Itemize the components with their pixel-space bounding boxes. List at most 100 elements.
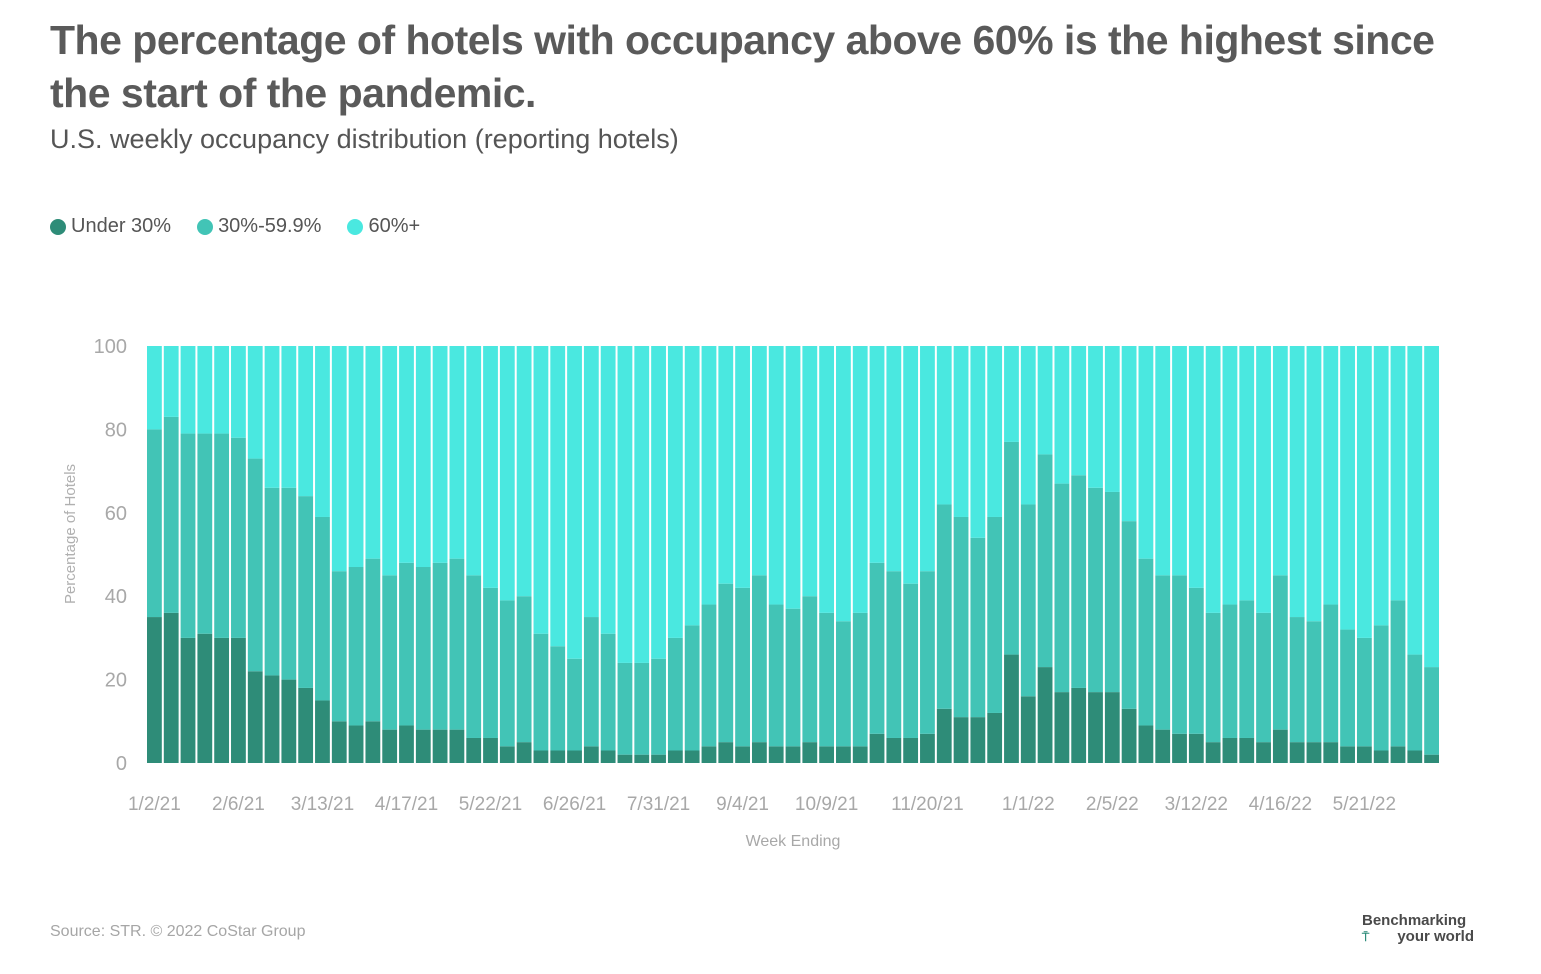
bar-segment-under-30 <box>852 746 868 763</box>
bar-segment-60 <box>247 346 263 459</box>
legend: Under 30% 30%-59.9% 60%+ <box>50 215 446 238</box>
bar-segment-30-59-9 <box>920 571 935 734</box>
y-tick-label: 80 <box>105 419 127 441</box>
bar-segment-30-59-9 <box>1373 625 1389 751</box>
bar-segment-60 <box>1054 346 1070 484</box>
bar-segment-under-30 <box>617 754 633 763</box>
bar-segment-60 <box>516 346 532 597</box>
bar-segment-60 <box>231 346 246 438</box>
bar-segment-under-30 <box>718 742 734 763</box>
bar-segment-60 <box>298 346 314 497</box>
bar-segment-60 <box>751 346 767 576</box>
bar-segment-30-59-9 <box>617 662 633 755</box>
bar-segment-60 <box>1004 346 1019 442</box>
bar-segment-30-59-9 <box>1356 637 1372 747</box>
x-tick-label: 4/16/22 <box>1249 794 1312 815</box>
legend-item-60-plus: 60%+ <box>347 215 420 238</box>
bar-segment-under-30 <box>516 742 532 763</box>
bar-segment-60 <box>1205 346 1221 613</box>
bar-segment-30-59-9 <box>1239 600 1255 738</box>
bar-segment-under-30 <box>1205 742 1221 763</box>
bar-segment-60 <box>869 346 885 563</box>
bar-segment-under-30 <box>1390 746 1406 763</box>
bar-segment-60 <box>785 346 801 609</box>
bar-segment-under-30 <box>1373 750 1389 763</box>
bar-segment-under-30 <box>1188 733 1204 763</box>
bar-segment-60 <box>600 346 616 634</box>
x-tick-label: 7/31/21 <box>627 794 690 815</box>
bar-segment-30-59-9 <box>667 637 683 751</box>
bar-segment-under-30 <box>768 746 784 763</box>
bar-segment-under-30 <box>936 708 952 763</box>
bar-segment-60 <box>1239 346 1255 601</box>
bar-segment-60 <box>920 346 935 572</box>
x-tick-label: 6/26/21 <box>543 794 606 815</box>
bar-segment-30-59-9 <box>1188 587 1204 734</box>
bar-segment-60 <box>432 346 448 563</box>
bar-segment-60 <box>583 346 599 618</box>
bar-segment-30-59-9 <box>466 575 482 738</box>
bar-segment-60 <box>1222 346 1238 605</box>
bar-segment-under-30 <box>1424 754 1439 763</box>
bar-segment-under-30 <box>264 675 280 763</box>
bar-segment-under-30 <box>1020 696 1036 763</box>
legend-swatch-60-plus <box>347 218 364 235</box>
x-tick-label: 5/22/21 <box>459 794 522 815</box>
bar-segment-under-30 <box>1239 737 1255 763</box>
bar-segment-30-59-9 <box>147 429 162 618</box>
x-tick-label: 10/9/21 <box>795 794 858 815</box>
bar-segment-30-59-9 <box>281 487 297 680</box>
bar-segment-60 <box>180 346 196 434</box>
bar-segment-30-59-9 <box>869 562 885 734</box>
bar-segment-30-59-9 <box>886 571 902 738</box>
bar-segment-60 <box>886 346 902 572</box>
bar-segment-30-59-9 <box>903 583 919 738</box>
brand-text-line2: your world <box>1397 928 1474 945</box>
bar-segment-under-30 <box>197 633 213 763</box>
bar-segment-60 <box>684 346 700 626</box>
bar-segment-30-59-9 <box>1121 521 1137 709</box>
bar-segment-60 <box>466 346 482 576</box>
bar-segment-60 <box>617 346 633 663</box>
bar-segment-60 <box>499 346 515 601</box>
bar-segment-30-59-9 <box>231 437 246 638</box>
bar-segment-60 <box>449 346 465 559</box>
bar-segment-30-59-9 <box>953 516 969 718</box>
brand-mark-icon: ⍑ <box>1362 930 1370 944</box>
bar-segment-60 <box>936 346 952 505</box>
bar-segment-30-59-9 <box>1340 629 1355 747</box>
bar-segment-under-30 <box>953 717 969 763</box>
bar-segment-60 <box>1340 346 1355 630</box>
bar-segment-under-30 <box>214 637 230 763</box>
bar-segment-30-59-9 <box>987 516 1003 713</box>
bar-segment-60 <box>819 346 835 613</box>
bar-segment-under-30 <box>399 725 414 763</box>
bar-segment-30-59-9 <box>1256 612 1271 743</box>
bar-segment-60 <box>483 346 498 588</box>
bar-segment-60 <box>651 346 666 659</box>
bar-segment-60 <box>1424 346 1439 668</box>
bar-segment-under-30 <box>180 637 196 763</box>
bar-segment-under-30 <box>365 721 381 763</box>
bar-segment-30-59-9 <box>852 612 868 747</box>
bar-segment-under-30 <box>1340 746 1355 763</box>
bar-segment-30-59-9 <box>768 604 784 747</box>
bar-segment-under-30 <box>583 746 599 763</box>
bar-segment-under-30 <box>432 729 448 763</box>
bar-segment-60 <box>701 346 717 605</box>
bar-segment-30-59-9 <box>365 558 381 722</box>
bar-segment-under-30 <box>634 754 650 763</box>
brand-logo: Benchmarking ⍑ your world <box>1362 913 1474 945</box>
bar-segment-30-59-9 <box>1138 558 1154 726</box>
bar-segment-under-30 <box>987 712 1003 763</box>
bar-segment-under-30 <box>315 700 330 763</box>
bar-segment-30-59-9 <box>684 625 700 751</box>
bar-segment-under-30 <box>147 617 162 763</box>
x-tick-label: 2/6/21 <box>212 794 265 815</box>
bar-segment-30-59-9 <box>970 537 986 718</box>
bar-segment-30-59-9 <box>1004 441 1019 655</box>
x-tick-label: 11/20/21 <box>891 794 964 815</box>
bar-segment-under-30 <box>1138 725 1154 763</box>
bar-segment-30-59-9 <box>651 658 666 755</box>
